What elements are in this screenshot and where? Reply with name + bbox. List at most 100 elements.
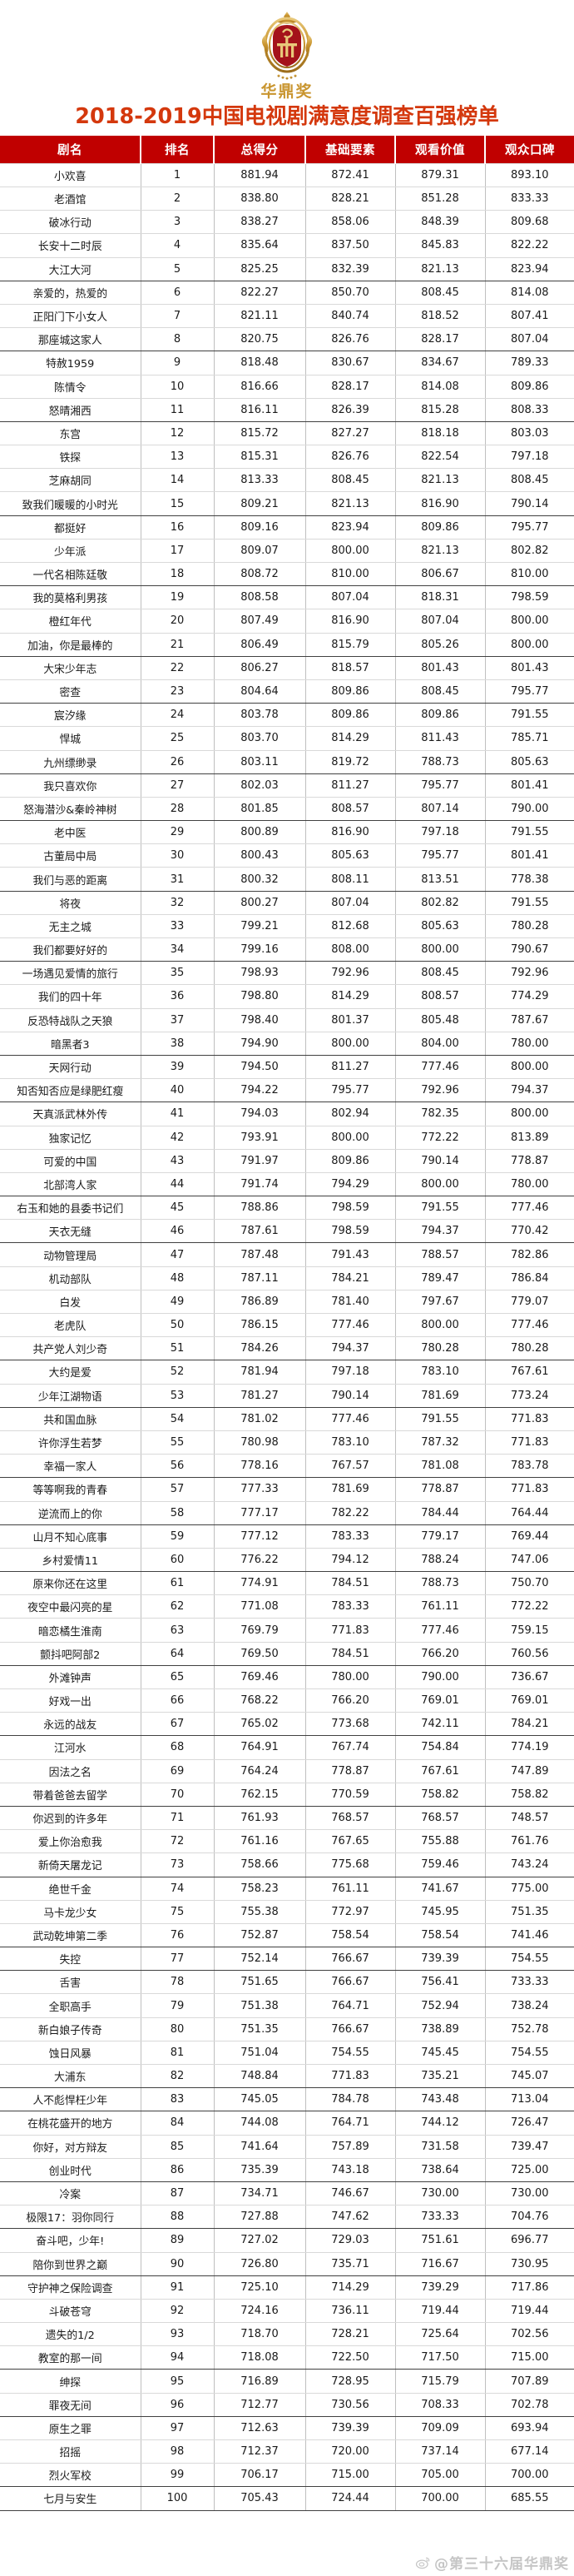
cell-total-score: 821.11: [214, 304, 306, 329]
cell-audience-reputation: 800.00: [485, 609, 574, 634]
cell-rank: 93: [141, 2322, 215, 2347]
cell-title: 芝麻胡同: [0, 468, 141, 493]
cell-audience-reputation: 747.89: [485, 1759, 574, 1783]
cell-audience-reputation: 769.01: [485, 1688, 574, 1713]
cell-rank: 88: [141, 2205, 215, 2230]
cell-viewing-value: 716.67: [395, 2252, 486, 2276]
cell-title: 小欢喜: [0, 162, 141, 188]
cell-audience-reputation: 700.00: [485, 2463, 574, 2488]
cell-viewing-value: 822.54: [395, 445, 486, 470]
cell-rank: 78: [141, 1970, 215, 1995]
cell-basic-elements: 781.40: [305, 1290, 396, 1315]
cell-title: 暗恋橘生淮南: [0, 1618, 141, 1643]
cell-basic-elements: 777.46: [305, 1407, 396, 1431]
cell-title: 奋斗吧，少年!: [0, 2228, 141, 2253]
table-row: 大约是爱 52 781.94 797.18 783.10 767.61: [0, 1360, 574, 1385]
cell-viewing-value: 818.31: [395, 585, 486, 610]
cell-basic-elements: 805.63: [305, 843, 396, 868]
table-row: 北部湾人家 44 791.74 794.29 800.00 780.00: [0, 1172, 574, 1197]
table-row: 小欢喜 1 881.94 872.41 879.31 893.10: [0, 162, 574, 188]
cell-viewing-value: 781.08: [395, 1454, 486, 1479]
table-row: 永远的战友 67 765.02 773.68 742.11 784.21: [0, 1712, 574, 1737]
cell-viewing-value: 791.55: [395, 1196, 486, 1221]
cell-viewing-value: 739.39: [395, 1947, 486, 1972]
cell-basic-elements: 768.57: [305, 1806, 396, 1831]
cell-title: 烈火军校: [0, 2463, 141, 2488]
cell-viewing-value: 795.77: [395, 843, 486, 868]
cell-rank: 82: [141, 2064, 215, 2089]
table-row: 绝世千金 74 758.23 761.11 741.67 775.00: [0, 1877, 574, 1901]
table-row: 颤抖吧阿部2 64 769.50 784.51 766.20 760.56: [0, 1642, 574, 1666]
cell-basic-elements: 816.90: [305, 609, 396, 634]
cell-viewing-value: 791.55: [395, 1407, 486, 1431]
cell-basic-elements: 743.18: [305, 2158, 396, 2182]
table-row: 马卡龙少女 75 755.38 772.97 745.95 751.35: [0, 1900, 574, 1924]
cell-title: 马卡龙少女: [0, 1900, 141, 1924]
cell-title: 悍城: [0, 726, 141, 751]
table-row: 在桃花盛开的地方 84 744.08 764.71 744.12 726.47: [0, 2111, 574, 2136]
cell-total-score: 780.98: [214, 1430, 306, 1455]
cell-total-score: 808.72: [214, 562, 306, 587]
cell-title: 外滩钟声: [0, 1665, 141, 1690]
cell-rank: 77: [141, 1947, 215, 1972]
cell-basic-elements: 808.00: [305, 937, 396, 962]
page-header: 华鼎奖 2018-2019中国电视剧满意度调查百强榜单: [0, 0, 574, 129]
cell-rank: 6: [141, 281, 215, 305]
cell-total-score: 758.23: [214, 1877, 306, 1901]
cell-rank: 100: [141, 2486, 215, 2511]
cell-basic-elements: 783.33: [305, 1524, 396, 1549]
cell-audience-reputation: 797.18: [485, 445, 574, 470]
cell-audience-reputation: 771.83: [485, 1407, 574, 1431]
cell-audience-reputation: 801.41: [485, 773, 574, 798]
cell-audience-reputation: 774.19: [485, 1735, 574, 1760]
ranking-table: 剧名 排名 总得分 基础要素 观看价值 观众口碑 小欢喜 1 881.94 872.4…: [0, 136, 574, 2511]
cell-rank: 46: [141, 1219, 215, 1244]
cell-total-score: 838.27: [214, 210, 306, 235]
cell-viewing-value: 739.29: [395, 2275, 486, 2300]
cell-basic-elements: 832.39: [305, 257, 396, 281]
cell-rank: 70: [141, 1783, 215, 1807]
cell-title: 新倚天屠龙记: [0, 1852, 141, 1877]
cell-audience-reputation: 791.55: [485, 703, 574, 728]
cell-viewing-value: 705.00: [395, 2463, 486, 2488]
cell-audience-reputation: 787.67: [485, 1008, 574, 1032]
table-row: 少年派 17 809.07 800.00 821.13 802.82: [0, 539, 574, 564]
cell-title: 可爱的中国: [0, 1149, 141, 1173]
cell-rank: 8: [141, 327, 215, 352]
cell-basic-elements: 808.11: [305, 867, 396, 892]
cell-total-score: 751.38: [214, 1993, 306, 2018]
cell-total-score: 786.89: [214, 1290, 306, 1315]
cell-title: 反恐特战队之天狼: [0, 1008, 141, 1032]
cell-title: 北部湾人家: [0, 1172, 141, 1197]
table-row: 夜空中最闪亮的星 62 771.08 783.33 761.11 772.22: [0, 1594, 574, 1619]
cell-total-score: 818.48: [214, 351, 306, 375]
cell-rank: 94: [141, 2345, 215, 2370]
cell-audience-reputation: 808.45: [485, 468, 574, 493]
cell-basic-elements: 858.06: [305, 210, 396, 235]
cell-basic-elements: 823.94: [305, 515, 396, 540]
cell-total-score: 802.03: [214, 773, 306, 798]
table-row: 招摇 98 712.37 720.00 737.14 677.14: [0, 2439, 574, 2464]
cell-basic-elements: 792.96: [305, 961, 396, 986]
cell-viewing-value: 769.01: [395, 1688, 486, 1713]
cell-total-score: 761.16: [214, 1829, 306, 1854]
cell-title: 罪夜无间: [0, 2393, 141, 2417]
cell-audience-reputation: 798.59: [485, 585, 574, 610]
cell-basic-elements: 767.65: [305, 1829, 396, 1854]
cell-rank: 3: [141, 210, 215, 235]
cell-basic-elements: 809.86: [305, 679, 396, 704]
cell-total-score: 786.15: [214, 1313, 306, 1338]
cell-basic-elements: 783.10: [305, 1430, 396, 1455]
cell-rank: 65: [141, 1665, 215, 1690]
cell-basic-elements: 827.27: [305, 421, 396, 446]
cell-total-score: 794.22: [214, 1078, 306, 1103]
cell-title: 特赦1959: [0, 351, 141, 375]
cell-basic-elements: 780.00: [305, 1665, 396, 1690]
cell-title: 正阳门下小女人: [0, 304, 141, 329]
cell-audience-reputation: 704.76: [485, 2205, 574, 2230]
cell-title: 动物管理局: [0, 1242, 141, 1267]
cell-title: 一场遇见爱情的旅行: [0, 961, 141, 986]
cell-total-score: 769.46: [214, 1665, 306, 1690]
cell-audience-reputation: 814.08: [485, 281, 574, 305]
table-header-row: 剧名 排名 总得分 基础要素 观看价值 观众口碑: [0, 136, 574, 164]
